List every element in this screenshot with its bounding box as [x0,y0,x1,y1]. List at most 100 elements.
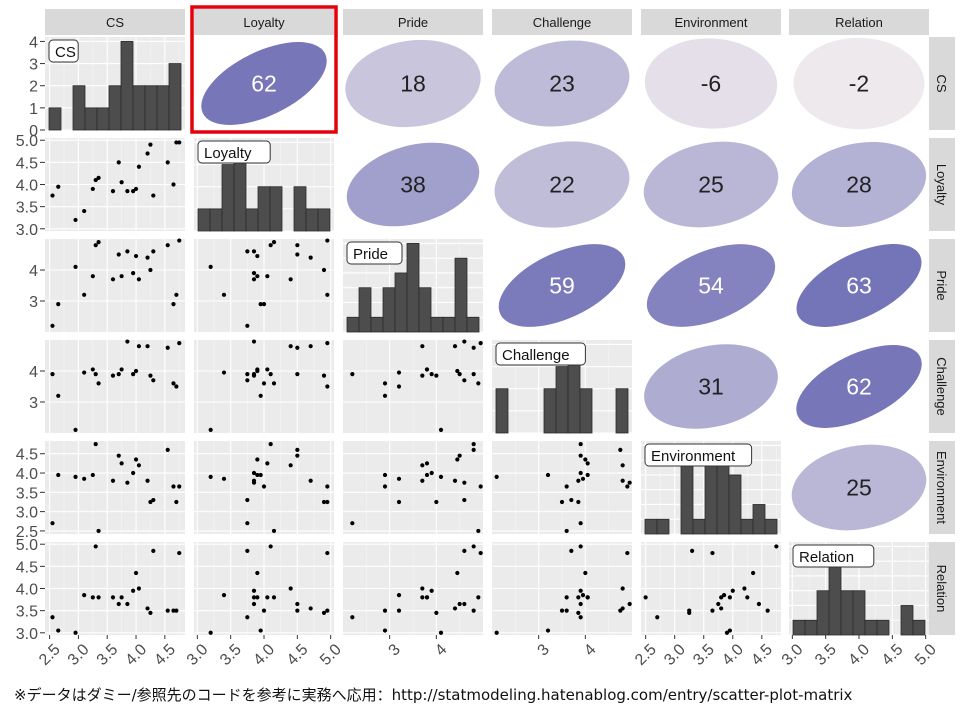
scatter-point [295,243,300,248]
histogram-bar [156,85,170,131]
histogram-bar [816,590,830,636]
scatter-point [625,550,630,556]
scatter-point [434,499,439,505]
scatter-point [564,595,569,600]
scatter-point [221,476,227,481]
scatter-point [716,601,721,607]
scatter-point [261,381,267,386]
y-tick-label: 1 [29,101,38,118]
row-strip-bg [929,37,955,130]
scatter-point [321,610,327,615]
scatter-point [151,548,156,553]
scatter-point [585,461,590,466]
scatter-point [255,472,260,478]
scatter-point [620,478,625,483]
scatter-point [251,277,257,282]
scatter-point [73,630,78,635]
scatter-point [585,595,590,600]
column-strip-label: Challenge [533,15,592,30]
scatter-point [382,484,388,489]
scatter-point [295,447,300,452]
y-tick-label: 2.5 [16,524,38,541]
histogram-bar [430,316,444,333]
y-tick-label: 4.5 [16,447,38,464]
scatter-point [245,548,250,553]
row-strip-label: Relation [934,565,949,613]
y-tick-label: 3.5 [16,200,38,217]
scatter-point [288,586,293,591]
scatter-point [424,472,430,478]
histogram-bar [876,619,890,636]
scatter-point [90,472,95,478]
corr-panel-loyalty-challenge: 22 [494,141,630,228]
scatter-point [116,453,121,458]
x-tick-label: 3.0 [779,641,807,669]
scatter-point [434,610,439,615]
scatter-panel-challenge-pride [343,339,483,433]
histogram-bar [804,619,818,636]
corr-value: 59 [549,273,575,299]
scatter-point [133,186,139,192]
histogram-bar [495,388,509,434]
scatter-point [745,595,750,600]
x-tick-label: 4.0 [122,641,150,669]
row-strip-label: CS [934,74,949,92]
x-tick-label: 3.0 [184,641,212,669]
scatter-panel-relation-loyalty [194,542,334,635]
scatter-point [245,378,250,383]
corr-value: 25 [698,172,724,198]
scatter-point [174,384,179,389]
x-tick-label: 4.5 [151,641,179,669]
histogram-bar [382,287,396,333]
scatter-point [559,499,565,505]
corr-value: 22 [549,172,575,198]
scatter-point [576,499,581,505]
histogram-bar [692,518,706,535]
row-strip-bg [929,441,955,534]
scatter-point [295,608,300,613]
scatter-point [116,160,121,165]
scatter-point [171,182,176,187]
column-strip-bg [45,9,185,35]
histogram-bar [466,316,480,333]
scatter-point [382,393,388,398]
scatter-point [50,521,55,526]
diagonal-label-box [197,140,271,164]
corr-panel-pride-environment: 54 [646,244,776,327]
histogram-bar [209,208,223,232]
x-tick-label: 4.5 [879,641,907,669]
y-tick-label: 4.0 [16,582,38,599]
scatter-point [174,499,179,505]
histogram-bar [840,590,854,636]
scatter-point [251,470,257,476]
corr-value: 28 [846,172,872,198]
corr-ellipse [644,38,778,129]
scatter-point [171,608,176,613]
scatter-point [177,484,182,489]
scatter-point [116,601,121,607]
corr-ellipse [791,444,927,531]
scatter-point [308,478,313,483]
scatter-point [308,606,313,611]
histogram-bar [257,186,271,232]
scatter-point [265,595,270,600]
scatter-point [578,615,583,620]
scatter-point [251,588,257,593]
scatter-point [268,243,273,248]
scatter-point [165,345,170,350]
y-tick-label: 3.0 [16,505,38,522]
scatter-panel-relation-cs [45,542,185,635]
scatter-point [131,189,136,194]
diagonal-label: Loyalty [204,145,252,162]
histogram-bar [792,619,806,636]
scatter-point [251,480,257,485]
scatter-point [125,480,130,485]
histogram-bar [680,459,694,535]
corr-value: 38 [400,172,426,198]
corr-panel-challenge-environment: 31 [644,344,778,429]
diagonal-label: Environment [651,448,736,465]
scatter-point [151,193,156,198]
scatter-point [119,461,124,466]
scatter-point [476,595,481,600]
